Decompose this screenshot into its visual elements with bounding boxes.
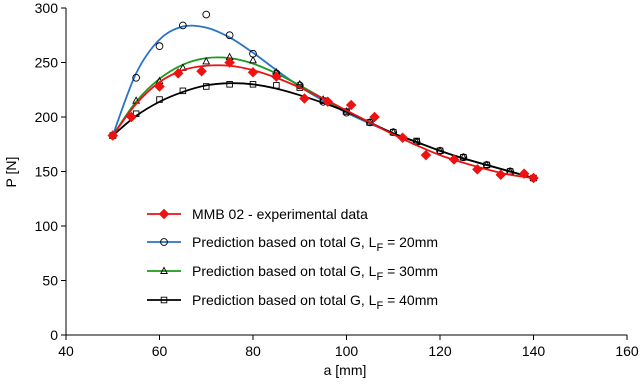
series-3-point [436,147,444,155]
series-0-point [448,154,460,165]
legend-label: Prediction based on total G, LF = 20mm [192,234,438,254]
legend-swatch-marker [158,208,170,220]
series-3-point [460,154,467,161]
series-0-point [224,57,235,68]
x-tick-label: 40 [58,343,74,359]
legend-label-subscript: F [376,242,383,254]
series-3-point [273,82,280,89]
x-tick-label: 160 [615,343,639,359]
y-tick-label: 150 [35,164,59,180]
series-3-point [413,137,420,145]
series-3-point [156,96,163,103]
y-tick-label: 50 [42,273,58,289]
series-1-point [202,10,211,19]
y-tick-label: 200 [35,109,59,125]
legend-label-subscript: F [376,300,383,312]
legend-label: Prediction based on total G, LF = 40mm [192,292,438,312]
legend-swatch-marker [160,296,168,304]
series-0-point [472,163,483,175]
series-2-point [202,56,211,65]
series-0-line [112,64,534,179]
series-0-point [172,68,184,79]
legend-item-1: Prediction based on total G, LF = 20mm [147,234,438,254]
series-0-point [107,130,119,141]
legend-label-prefix: Prediction based on total G, L [192,263,377,279]
series-3-point [249,81,257,88]
series-3-point [483,161,491,169]
series-0-point [126,111,137,123]
series-0-point [369,111,380,123]
y-tick-label: 100 [35,218,59,234]
series-0-point [518,168,530,180]
x-tick-label: 60 [152,343,168,359]
series-0-point [154,81,165,92]
series-3-line [112,82,534,179]
y-tick-label: 250 [35,55,59,71]
legend-label-prefix: Prediction based on total G, L [192,292,377,308]
y-tick-label: 300 [35,0,59,16]
series-3-point [366,119,374,126]
legend-item-3: Prediction based on total G, LF = 40mm [147,292,438,312]
series-0-point [196,65,207,77]
legend-label-suffix: = 20mm [383,234,438,250]
series-layer [107,10,539,184]
series-1-point [132,73,140,82]
series-0-point [247,66,259,78]
x-axis-label: a [mm] [324,362,367,378]
legend-label: MMB 02 - experimental data [192,206,368,222]
series-0-point [322,96,334,108]
series-3-point [179,87,187,95]
series-0-point [528,172,539,184]
x-tick-label: 120 [428,343,452,359]
legend: MMB 02 - experimental data Prediction bas… [147,206,438,312]
legend-swatch-marker [160,266,168,274]
series-0-point [299,93,310,104]
legend-label-subscript: F [376,271,383,283]
series-1-point [155,42,164,51]
axes: 40 60 80 100 120 140 160 0 50 100 150 200 250 300 [35,0,639,359]
series-0-point [495,169,507,181]
x-tick-label: 80 [245,343,261,359]
x-tick-label: 100 [335,343,359,359]
legend-label-suffix: = 30mm [383,263,438,279]
series-0-point [397,132,408,144]
series-1-point [225,31,234,40]
y-tick-label: 0 [50,327,58,343]
series-3-point [202,83,210,90]
series-0-point [271,71,282,83]
series-0-point [345,99,357,111]
y-axis-label: P [N] [3,157,19,188]
legend-swatch-marker [160,238,168,246]
x-tick-label: 140 [522,343,546,359]
legend-item-0: MMB 02 - experimental data [147,206,368,222]
series-2-point [249,55,257,64]
series-0 [107,57,539,184]
legend-label-prefix: Prediction based on total G, L [192,234,377,250]
legend-label-suffix: = 40mm [383,292,438,308]
series-3-point [226,81,233,88]
legend-label: Prediction based on total G, LF = 30mm [192,263,438,283]
series-3-point [296,84,304,91]
series-1-point [179,21,187,30]
legend-item-2: Prediction based on total G, LF = 30mm [147,263,438,283]
series-0-point [420,149,432,161]
